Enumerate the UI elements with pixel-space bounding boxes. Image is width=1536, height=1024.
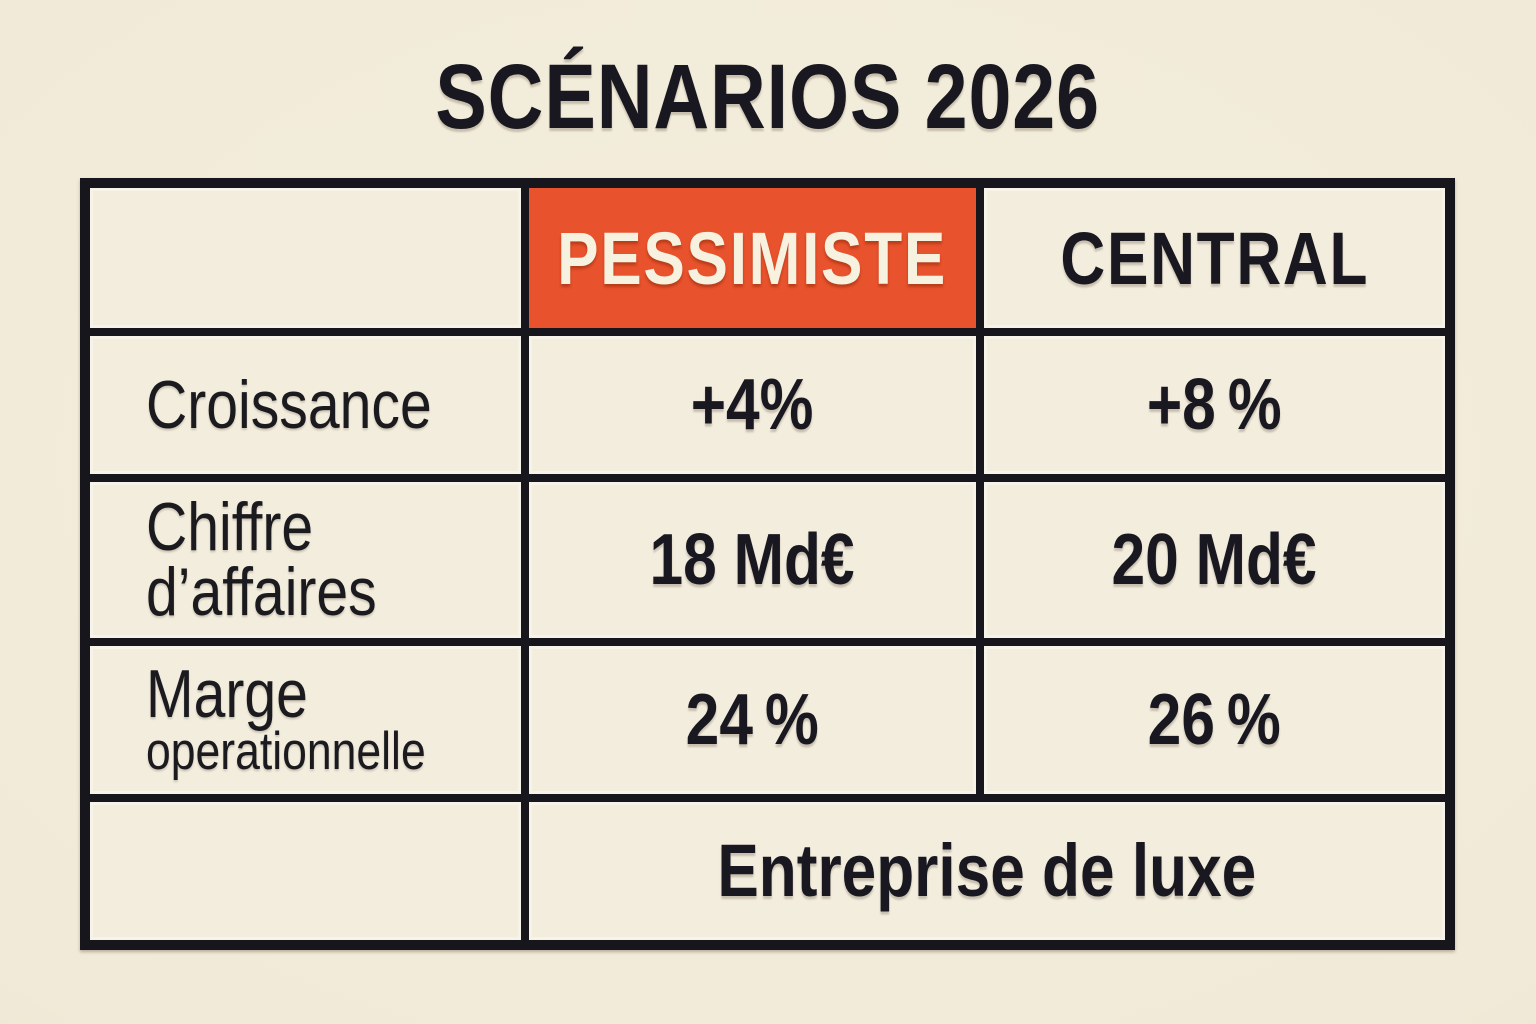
value-croissance-central: +8 %	[1146, 365, 1282, 446]
scenarios-table: PESSIMISTE CENTRAL Croissance +4% +8 % C…	[80, 178, 1455, 950]
column-header-pessimiste: PESSIMISTE	[528, 188, 976, 329]
row-label-croissance: Croissance	[90, 336, 521, 474]
cell-marge-pessimiste: 24 %	[528, 646, 976, 794]
cell-marge-central: 26 %	[983, 646, 1445, 794]
row-label-croissance-text: Croissance	[146, 366, 432, 443]
footer-merged-text: Entreprise de luxe	[717, 829, 1257, 913]
table-corner-cell	[90, 188, 521, 329]
page-title: SCÉNARIOS 2026	[0, 38, 1536, 156]
cell-croissance-central: +8 %	[983, 336, 1445, 474]
footer-empty-cell	[90, 801, 521, 940]
value-chiffre-central: 20 Md€	[1111, 520, 1317, 601]
value-croissance-pessimiste: +4%	[690, 365, 814, 446]
cell-chiffre-central: 20 Md€	[983, 481, 1445, 639]
column-header-central: CENTRAL	[983, 188, 1445, 329]
value-chiffre-pessimiste: 18 Md€	[649, 520, 855, 601]
row-label-marge-operationnelle: Marge operationnelle	[90, 646, 521, 794]
row-label-chiffre-daffaires-text: Chiffre d’affaires	[146, 489, 377, 631]
row-label-chiffre-daffaires: Chiffre d’affaires	[90, 481, 521, 639]
column-header-pessimiste-label: PESSIMISTE	[557, 216, 948, 300]
marge-line1: Marge	[146, 656, 308, 733]
value-marge-central: 26 %	[1147, 679, 1281, 760]
value-marge-pessimiste: 24 %	[685, 679, 819, 760]
cell-croissance-pessimiste: +4%	[528, 336, 976, 474]
row-label-marge-text: Marge operationnelle	[146, 660, 426, 781]
cell-chiffre-pessimiste: 18 Md€	[528, 481, 976, 639]
column-header-central-label: CENTRAL	[1060, 216, 1369, 300]
marge-line2: operationnelle	[146, 721, 426, 781]
page-title-text: SCÉNARIOS 2026	[435, 45, 1101, 148]
footer-merged-cell: Entreprise de luxe	[528, 801, 1445, 940]
